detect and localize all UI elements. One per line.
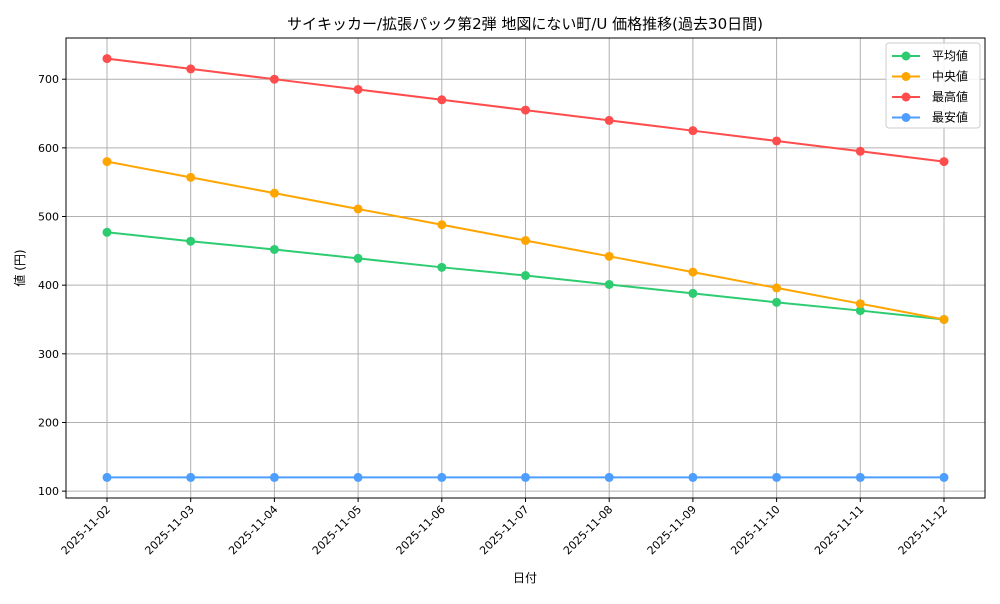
data-point [269, 74, 279, 84]
x-axis-label: 日付 [513, 571, 537, 585]
x-tick-label: 2025-11-05 [310, 503, 364, 557]
data-point [688, 472, 698, 482]
x-tick-label: 2025-11-03 [142, 503, 196, 557]
data-point [772, 472, 782, 482]
x-tick-label: 2025-11-11 [812, 503, 866, 557]
y-tick-label: 200 [38, 416, 59, 429]
data-point [186, 64, 196, 74]
data-point [939, 314, 949, 324]
y-tick-label: 600 [38, 142, 59, 155]
x-tick-label: 2025-11-09 [645, 503, 699, 557]
data-point [521, 472, 530, 482]
x-tick-label: 2025-11-12 [896, 503, 950, 557]
legend-marker [901, 92, 911, 102]
data-point [772, 283, 782, 293]
data-point [939, 472, 949, 482]
y-tick-label: 100 [38, 485, 59, 498]
legend-label: 中央値 [932, 69, 968, 84]
y-tick-label: 500 [38, 211, 59, 224]
data-point [521, 271, 530, 281]
data-point [353, 84, 363, 94]
x-tick-label: 2025-11-10 [728, 503, 782, 557]
x-tick-label: 2025-11-04 [226, 503, 280, 557]
data-point [604, 115, 614, 125]
data-point [102, 472, 112, 482]
data-point [437, 472, 447, 482]
data-point [939, 157, 949, 167]
data-point [855, 146, 865, 156]
data-point [102, 227, 112, 237]
data-point [269, 188, 279, 198]
legend-marker [901, 113, 911, 122]
data-point [186, 472, 196, 482]
legend-marker [901, 51, 911, 61]
legend-label: 平均値 [932, 48, 968, 63]
x-tick-label: 2025-11-06 [394, 503, 448, 557]
data-point [604, 279, 614, 289]
data-point [521, 105, 530, 115]
data-point [437, 95, 447, 105]
data-point [353, 472, 363, 482]
data-point [604, 472, 614, 482]
data-point [102, 157, 112, 167]
x-tick-label: 2025-11-07 [477, 503, 531, 557]
data-point [437, 262, 447, 272]
data-point [855, 299, 865, 309]
data-point [269, 472, 279, 482]
y-tick-label: 700 [38, 73, 59, 86]
data-point [186, 172, 196, 182]
x-tick-label: 2025-11-08 [561, 503, 615, 557]
plot-frame [65, 37, 986, 499]
data-point [688, 267, 698, 277]
legend-marker [901, 72, 911, 81]
data-point [688, 126, 698, 136]
data-point [688, 288, 698, 298]
x-tick-label: 2025-11-02 [59, 503, 113, 557]
data-point [772, 136, 782, 146]
data-point [353, 253, 363, 263]
data-point [604, 251, 614, 261]
data-point [269, 244, 279, 254]
data-point [186, 236, 196, 246]
y-tick-label: 400 [38, 279, 59, 292]
data-point [521, 236, 530, 246]
y-axis-label: 値 (円) [12, 249, 27, 286]
data-point [855, 306, 865, 316]
legend-label: 最安値 [932, 110, 968, 125]
data-point [353, 204, 363, 214]
legend-frame [885, 42, 981, 129]
data-point [855, 472, 865, 482]
data-point [437, 220, 447, 230]
data-point [772, 297, 782, 307]
data-point [102, 54, 112, 64]
y-tick-label: 300 [38, 348, 59, 361]
chart-title: サイキッカー/拡張パック第2弾 地図にない町/U 価格推移(過去30日間) [287, 15, 763, 33]
legend-label: 最高値 [932, 89, 968, 104]
